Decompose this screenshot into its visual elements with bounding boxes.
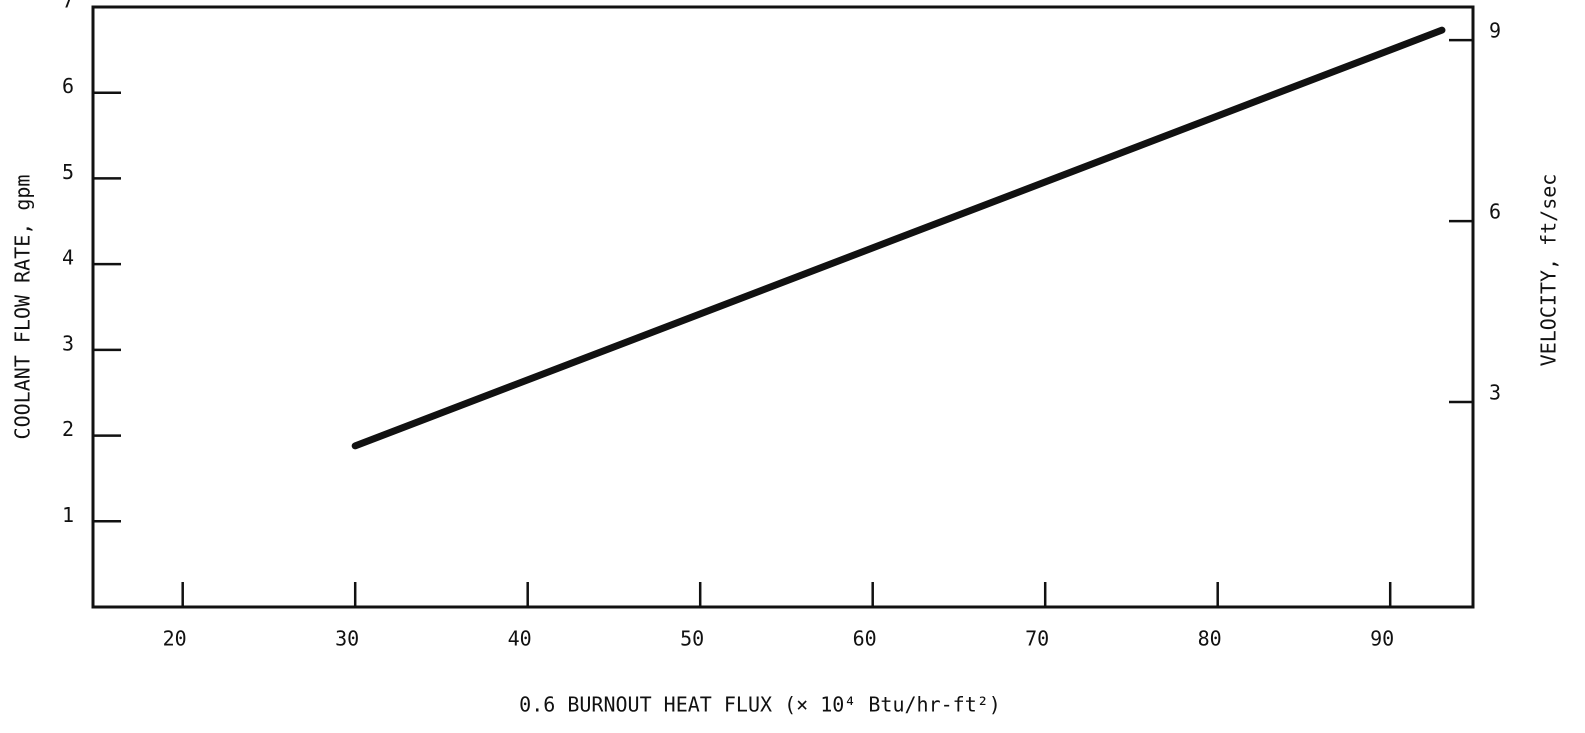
y2-tick-label: 6 [1489,200,1501,224]
x-tick-label: 30 [335,627,359,651]
y2-tick-label: 3 [1489,380,1501,404]
x-tick-label: 40 [508,627,532,651]
x-tick-label: 50 [680,627,704,651]
x-tick-label: 90 [1370,627,1394,651]
y-tick-label: 4 [62,246,74,270]
y-tick-label: 7 [62,0,74,13]
y-tick-label: 1 [62,503,74,527]
plot-frame [91,5,1475,609]
x-tick-label: 60 [853,627,877,651]
y2-axis-label: VELOCITY, ft/sec [1537,174,1561,367]
y-tick-label: 5 [62,160,74,184]
y2-tick-label: 9 [1489,19,1501,43]
x-tick-label: 80 [1198,627,1222,651]
y-tick-label: 2 [62,417,74,441]
y-axis-label: COOLANT FLOW RATE, gpm [11,175,35,440]
data-line [351,26,1446,450]
x-tick-label: 20 [163,627,187,651]
y-tick-label: 6 [62,74,74,98]
x-tick-label: 70 [1025,627,1049,651]
y-tick-label: 3 [62,331,74,355]
x-axis-label: 0.6 BURNOUT HEAT FLUX (× 10⁴ Btu/hr-ft²) [519,693,1001,717]
